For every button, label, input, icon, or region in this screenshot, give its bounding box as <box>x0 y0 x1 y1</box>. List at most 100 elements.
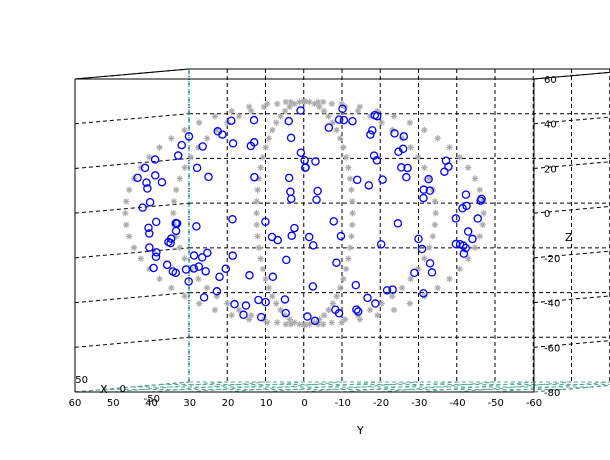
random-point <box>425 186 435 195</box>
random-point <box>171 268 181 278</box>
random-point <box>425 259 435 268</box>
grid-line-left-z <box>74 157 190 169</box>
grid-line-floor-y <box>304 381 419 393</box>
random-point <box>397 163 406 172</box>
random-point <box>228 251 237 260</box>
random-point <box>419 185 428 194</box>
random-point <box>312 195 321 204</box>
meridian-point <box>320 98 327 106</box>
random-point <box>476 196 485 205</box>
z-tick-label: 40 <box>544 120 557 131</box>
random-point <box>419 289 428 298</box>
random-point <box>145 198 155 207</box>
meridian-point <box>333 126 340 134</box>
random-point <box>218 130 227 139</box>
meridian-point <box>168 284 175 292</box>
meridian-point <box>471 175 479 182</box>
random-point <box>303 312 312 321</box>
meridian-point <box>203 135 211 142</box>
meridian-point <box>456 154 463 161</box>
meridian-point <box>269 126 276 134</box>
meridian-point <box>255 244 263 251</box>
random-point <box>221 264 230 273</box>
random-point <box>363 293 372 303</box>
meridian-point <box>480 209 487 217</box>
meridian-point <box>259 265 267 273</box>
meridian-point <box>434 284 441 292</box>
meridian-point <box>421 126 428 134</box>
random-point <box>144 223 153 233</box>
grid-line-left-z <box>74 113 190 125</box>
meridian-point <box>432 209 439 217</box>
random-point <box>286 187 295 197</box>
meridian-point <box>429 233 437 240</box>
meridian-point <box>320 312 328 319</box>
random-point <box>281 308 291 318</box>
random-point <box>451 214 461 223</box>
meridian-point <box>342 154 350 161</box>
random-point <box>250 172 259 182</box>
random-point <box>286 194 296 204</box>
meridian-point <box>253 209 260 217</box>
meridian-point <box>349 198 356 205</box>
meridian-point <box>348 233 355 240</box>
random-point <box>273 235 282 245</box>
x-tick-label: 50 <box>75 375 88 386</box>
random-point <box>261 217 270 227</box>
x-axis-label: X <box>100 383 108 396</box>
grid-line-left-z <box>74 247 190 259</box>
random-point <box>451 239 461 249</box>
random-point <box>417 244 427 254</box>
meridian-point <box>277 113 284 120</box>
random-point <box>369 151 379 160</box>
random-point <box>230 299 239 309</box>
grid-line-floor-y <box>151 381 266 393</box>
grid-line-side-z <box>533 116 610 125</box>
meridian-point <box>235 113 243 120</box>
random-point <box>212 287 222 296</box>
meridian-point <box>254 233 261 240</box>
meridian-point <box>378 119 385 126</box>
random-point <box>149 263 158 273</box>
meridian-point <box>281 107 289 115</box>
random-point <box>201 267 210 276</box>
random-point <box>368 126 377 135</box>
meridian-point <box>354 107 362 115</box>
meridian-point <box>333 293 340 300</box>
meridian-point <box>431 198 439 205</box>
random-point <box>372 111 382 121</box>
meridian-point <box>273 300 280 307</box>
meridian-point <box>168 135 175 142</box>
meridian-point <box>426 175 433 182</box>
grid-line-side-z <box>533 340 610 348</box>
y-tick-label: 10 <box>260 398 273 409</box>
meridian-point <box>211 113 219 120</box>
random-point <box>143 184 152 193</box>
meridian-point <box>374 312 381 319</box>
z-tick-label: 0 <box>544 209 550 220</box>
meridian-point <box>341 316 349 323</box>
meridian-point <box>406 119 414 126</box>
random-point <box>151 217 161 227</box>
random-point <box>142 178 151 187</box>
random-point <box>145 229 154 238</box>
z-tick-label: -20 <box>544 254 560 265</box>
random-point <box>150 155 160 164</box>
x-tick-label: 0 <box>120 384 126 395</box>
random-point <box>444 162 453 171</box>
grid-line-left-z <box>74 292 190 304</box>
random-point <box>189 264 199 273</box>
meridian-point <box>123 221 130 229</box>
meridian-point <box>325 306 332 314</box>
z-tick-label: -80 <box>544 388 560 399</box>
random-point <box>145 243 154 252</box>
random-point <box>286 133 296 143</box>
random-point <box>463 227 473 236</box>
frame-edge-top-left <box>74 68 190 80</box>
grid-line-side-z <box>533 205 610 214</box>
meridian-point <box>446 144 453 151</box>
meridian-point <box>476 186 483 194</box>
meridian-point <box>345 164 352 171</box>
random-point <box>133 173 142 183</box>
random-point <box>364 181 374 190</box>
